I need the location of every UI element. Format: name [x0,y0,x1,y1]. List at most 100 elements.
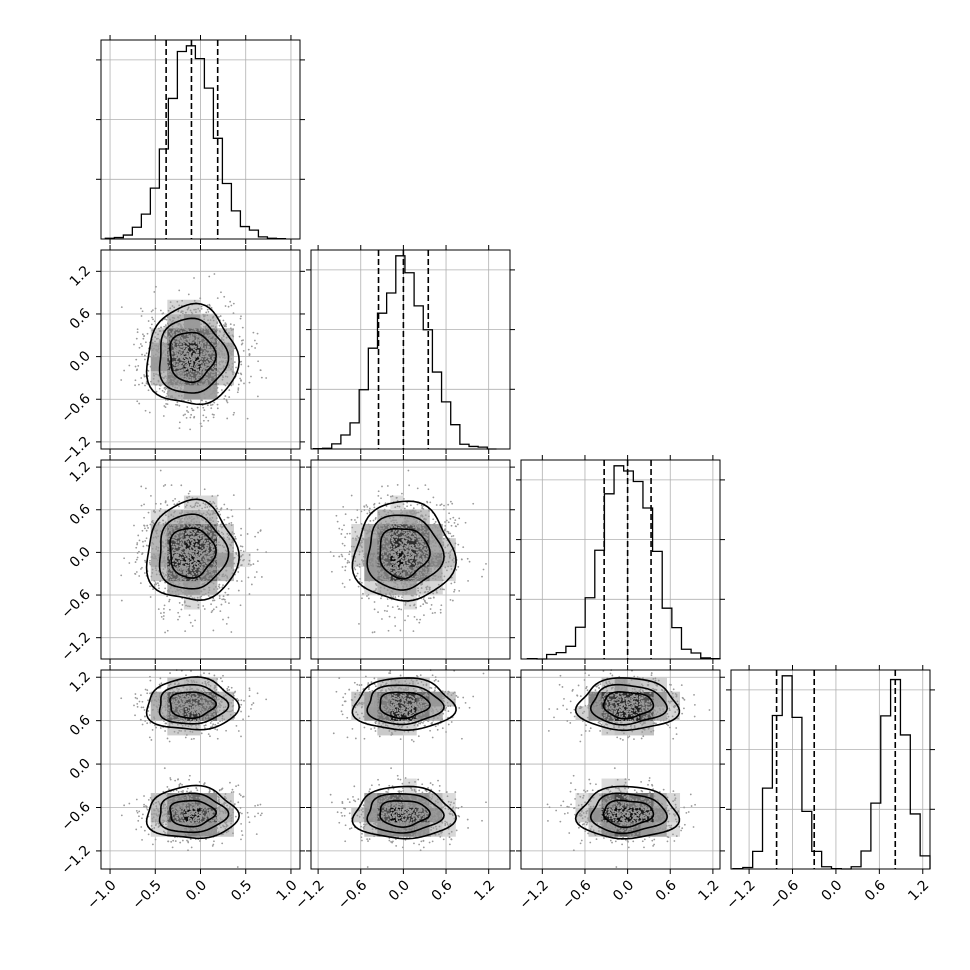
sample-point [169,307,172,310]
sample-point [466,557,469,560]
sample-point [443,508,445,511]
sample-point [171,380,174,383]
sample-point [239,377,241,380]
sample-point [135,337,138,340]
sample-point [190,520,193,523]
sample-point [205,559,208,562]
sample-point [202,534,205,537]
sample-point [136,556,139,559]
sample-point [444,551,447,554]
sample-point [220,389,223,391]
sample-point [203,361,206,364]
sample-point [137,364,140,367]
sample-point [375,533,378,536]
sample-point [228,522,231,525]
sample-point [155,383,158,386]
sample-point [216,343,219,346]
sample-point [196,389,199,392]
sample-point [164,375,167,378]
sample-point [406,570,409,572]
sample-point [209,567,212,570]
sample-point [200,555,203,557]
sample-point [165,542,168,544]
sample-point [347,559,349,562]
sample-point [193,348,196,351]
density-cell [601,778,615,794]
sample-point [180,394,183,397]
sample-point [200,388,203,390]
sample-point [182,389,185,392]
sample-point [154,336,157,338]
sample-point [167,353,170,356]
sample-point [140,315,143,317]
sample-point [247,576,250,579]
sample-point [224,357,227,359]
sample-point [188,351,191,354]
sample-point [221,352,223,355]
sample-point [207,334,210,337]
sample-point [225,569,228,572]
sample-point [166,536,169,539]
sample-point [157,351,160,354]
sample-point [180,346,182,348]
sample-point [205,363,207,366]
sample-point [225,523,227,526]
sample-point [167,309,170,312]
sample-point [190,340,192,343]
sample-point [168,357,171,360]
sample-point [162,618,165,620]
sample-point [444,524,447,527]
sample-point [155,546,158,548]
sample-point [235,553,238,555]
sample-point [195,539,198,541]
sample-point [439,588,442,591]
sample-point [356,535,359,538]
sample-point [386,598,389,600]
sample-point [403,507,406,510]
sample-point [197,321,200,324]
sample-point [232,328,235,331]
sample-point [379,586,382,589]
sample-point [447,565,449,568]
sample-point [185,604,187,607]
sample-point [202,558,205,561]
sample-point [177,593,180,596]
sample-point [205,513,208,516]
sample-point [196,365,198,368]
sample-point [144,384,146,387]
sample-point [418,595,421,597]
sample-point [248,554,251,556]
sample-point [203,542,206,544]
sample-point [178,404,181,407]
sample-point [193,387,196,390]
sample-point [221,559,224,562]
sample-point [144,487,147,490]
sample-point [147,389,150,392]
sample-point [174,524,177,527]
sample-point [180,311,183,314]
sample-point [204,530,206,532]
sample-point [204,365,207,368]
sample-point [162,524,165,527]
sample-point [183,525,186,527]
sample-point [162,371,165,374]
sample-point [153,553,155,556]
sample-point [164,552,167,555]
sample-point [402,585,404,588]
sample-point [155,373,157,376]
sample-point [206,308,209,311]
sample-point [165,318,168,321]
sample-point [187,293,190,296]
sample-point [173,559,176,561]
sample-point [195,520,198,523]
sample-point [206,404,209,407]
sample-point [212,316,214,319]
sample-point [162,615,165,617]
sample-point [159,507,162,510]
sample-point [183,368,186,371]
sample-point [178,615,181,618]
sample-point [142,545,145,548]
sample-point [240,527,243,530]
sample-point [381,559,384,562]
sample-point [141,345,143,347]
